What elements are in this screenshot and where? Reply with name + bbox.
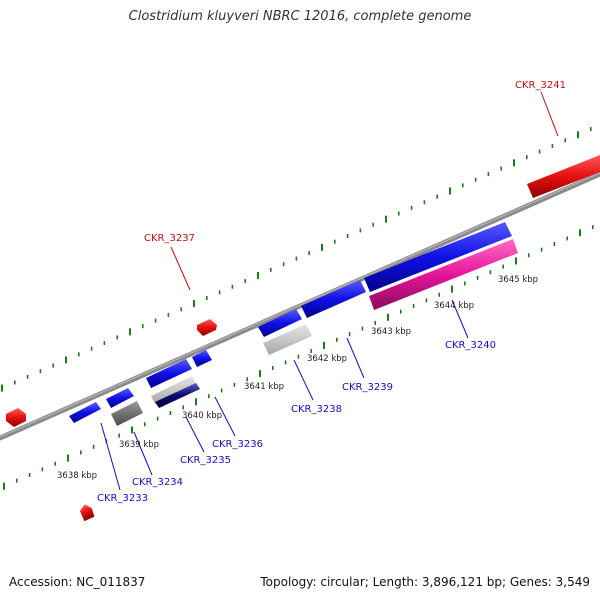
- gene-label-ckr-3238[interactable]: CKR_3238: [291, 404, 342, 415]
- gene-feature-red-left[interactable]: [6, 408, 26, 427]
- gene-label-ckr-3239[interactable]: CKR_3239: [342, 382, 393, 393]
- gene-label-ckr-3235[interactable]: CKR_3235: [180, 455, 231, 466]
- gene-label-ckr-3240[interactable]: CKR_3240: [445, 340, 496, 351]
- upper-tick-row: [1, 127, 592, 392]
- gene-feature-ckr-3238[interactable]: [258, 309, 302, 337]
- lower-tick-row: [3, 225, 594, 490]
- scale-label: 3642 kbp: [307, 354, 347, 364]
- gene-labels: CKR_3233 CKR_3234 CKR_3235 CKR_3236 CKR_…: [97, 80, 566, 504]
- scale-labels: 3638 kbp 3639 kbp 3640 kbp 3641 kbp 3642…: [57, 275, 538, 481]
- map-title: Clostridium kluyveri NBRC 12016, complet…: [128, 9, 472, 24]
- scale-label: 3643 kbp: [371, 327, 411, 337]
- gene-features: [6, 155, 600, 427]
- scale-label: 3645 kbp: [498, 275, 538, 285]
- gene-feature-ckr-3234-gray[interactable]: [111, 401, 143, 426]
- genome-backbone-highlight: [0, 172, 600, 438]
- gene-feature-ckr-3233[interactable]: [69, 402, 101, 423]
- gene-label-ckr-3236[interactable]: CKR_3236: [212, 439, 263, 450]
- accession-text: Accession: NC_011837: [9, 575, 146, 589]
- gene-label-ckr-3233[interactable]: CKR_3233: [97, 493, 148, 504]
- gene-feature-ckr-3240-rna[interactable]: [369, 239, 518, 310]
- genome-backbone: [0, 171, 600, 441]
- gene-feature-ckr-3236[interactable]: [192, 350, 212, 367]
- gene-feature-left-red[interactable]: [78, 503, 95, 522]
- genome-summary-text: Topology: circular; Length: 3,896,121 bp…: [260, 575, 590, 589]
- gene-feature-ckr-3235-light[interactable]: [151, 376, 196, 404]
- scale-label: 3639 kbp: [119, 440, 159, 450]
- gene-feature-ckr-3239[interactable]: [301, 280, 366, 318]
- gene-feature-ckr-3241[interactable]: [527, 155, 600, 198]
- gene-label-ckr-3241[interactable]: CKR_3241: [515, 80, 566, 91]
- gene-feature-ckr-3238-light[interactable]: [263, 324, 312, 355]
- scale-label: 3640 kbp: [182, 411, 222, 421]
- gene-feature-ckr-3235[interactable]: [146, 359, 192, 388]
- scale-label: 3644 kbp: [434, 301, 474, 311]
- gene-label-ckr-3237[interactable]: CKR_3237: [144, 233, 195, 244]
- gene-feature-ckr-3237[interactable]: [197, 319, 217, 336]
- gene-label-ckr-3234[interactable]: CKR_3234: [132, 477, 183, 488]
- label-connectors: [100, 91, 559, 491]
- scale-label: 3641 kbp: [244, 382, 284, 392]
- gene-feature-ckr-3234[interactable]: [106, 388, 134, 408]
- scale-label: 3638 kbp: [57, 471, 97, 481]
- gene-feature-ckr-3240[interactable]: [364, 222, 512, 292]
- gene-feature-ckr-3235-navy[interactable]: [155, 383, 200, 408]
